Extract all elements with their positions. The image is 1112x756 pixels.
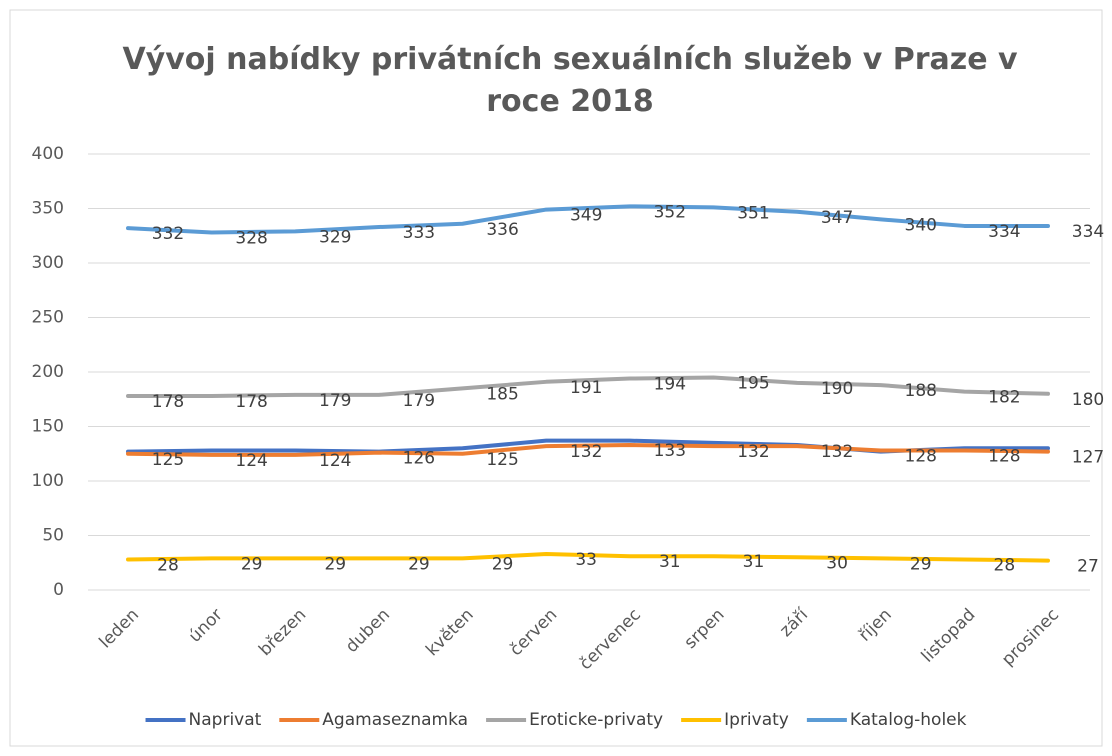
data-label: 126	[403, 449, 435, 469]
data-label: 351	[737, 203, 769, 223]
data-label: 180	[1072, 390, 1104, 410]
y-tick-label: 250	[32, 308, 64, 328]
chart-title: Vývoj nabídky privátních sexuálních služ…	[122, 42, 1018, 119]
data-label: 329	[319, 227, 351, 247]
y-tick-label: 50	[42, 526, 64, 546]
data-label: 29	[241, 554, 263, 574]
series-line	[126, 375, 1050, 398]
y-tick-label: 300	[32, 253, 64, 273]
legend-label: Naprivat	[189, 710, 262, 730]
y-tick-label: 200	[32, 362, 64, 382]
data-label: 27	[1077, 557, 1099, 577]
data-label: 29	[492, 554, 514, 574]
data-label: 128	[905, 446, 937, 466]
data-label: 185	[486, 384, 518, 404]
data-label: 125	[152, 450, 184, 470]
y-tick-label: 150	[32, 417, 64, 437]
data-label: 347	[821, 208, 853, 228]
data-label: 132	[821, 442, 853, 462]
data-label: 30	[826, 553, 848, 573]
data-label: 124	[319, 451, 351, 471]
data-label: 179	[319, 391, 351, 411]
data-label: 127	[1072, 448, 1104, 468]
data-label: 28	[157, 555, 179, 575]
y-tick-label: 350	[32, 199, 64, 219]
legend-label: Iprivaty	[724, 710, 789, 730]
data-label: 334	[988, 222, 1020, 242]
data-label: 332	[152, 224, 184, 244]
data-label: 29	[324, 554, 346, 574]
data-label: 132	[737, 442, 769, 462]
data-label: 178	[235, 392, 267, 412]
data-label: 333	[403, 223, 435, 243]
data-label: 125	[486, 450, 518, 470]
data-label: 194	[654, 375, 686, 395]
legend-label: Eroticke-privaty	[529, 710, 663, 730]
data-label: 334	[1072, 222, 1104, 242]
legend-label: Agamaseznamka	[322, 710, 468, 730]
data-label: 31	[743, 552, 765, 572]
data-label: 133	[654, 441, 686, 461]
series-line	[126, 552, 1050, 563]
data-label: 188	[905, 381, 937, 401]
y-tick-label: 100	[32, 471, 64, 491]
data-label: 178	[152, 392, 184, 412]
y-tick-label: 0	[53, 580, 64, 600]
data-label: 182	[988, 388, 1020, 408]
data-label: 340	[905, 215, 937, 235]
data-label: 352	[654, 202, 686, 222]
data-label: 29	[910, 554, 932, 574]
data-label: 328	[235, 228, 267, 248]
data-label: 31	[659, 552, 681, 572]
data-label: 349	[570, 206, 602, 226]
data-label: 190	[821, 379, 853, 399]
data-label: 28	[994, 555, 1016, 575]
data-label: 29	[408, 554, 430, 574]
series-line	[126, 204, 1050, 235]
data-label: 128	[988, 446, 1020, 466]
data-label: 33	[575, 550, 597, 570]
data-label: 124	[235, 451, 267, 471]
data-label: 191	[570, 378, 602, 398]
chart-border	[9, 9, 1103, 747]
data-label: 336	[486, 220, 518, 240]
legend-label: Katalog-holek	[850, 710, 967, 730]
data-label: 132	[570, 442, 602, 462]
data-label: 179	[403, 391, 435, 411]
y-tick-label: 400	[32, 144, 64, 164]
data-label: 195	[737, 373, 769, 393]
legend: Naprivat Agamaseznamka Eroticke-privaty Ipr…	[145, 710, 967, 730]
series-line	[126, 443, 1050, 457]
